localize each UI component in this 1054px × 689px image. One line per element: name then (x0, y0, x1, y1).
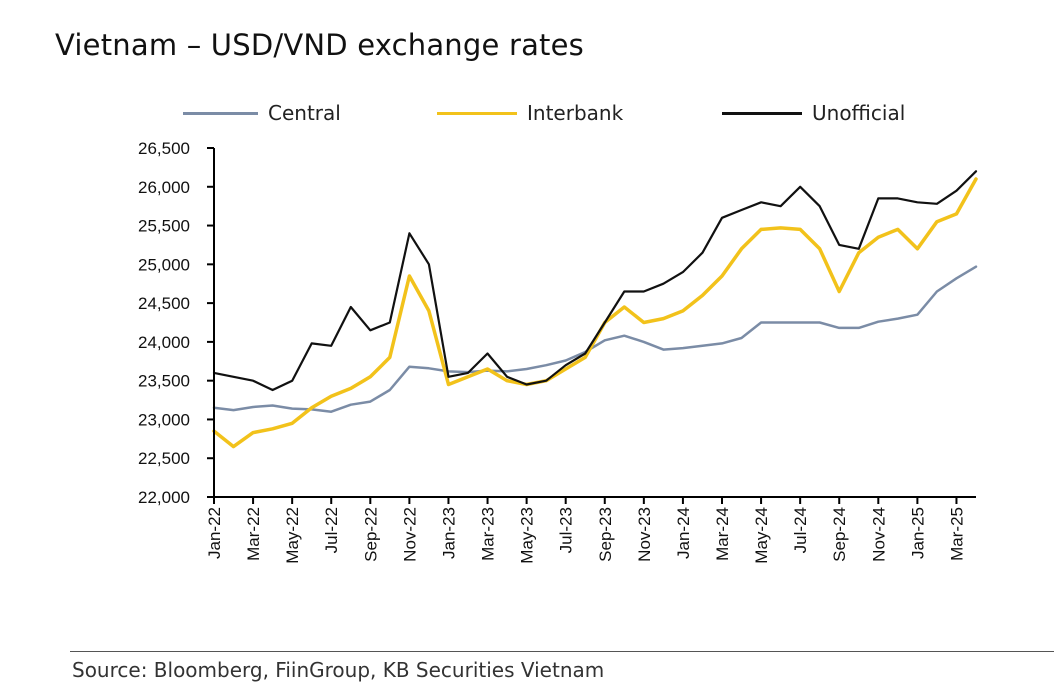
x-tick-label: May-22 (283, 507, 302, 564)
y-tick-label: 24,500 (138, 294, 190, 313)
x-tick-label: Mar-23 (479, 507, 498, 561)
legend-label-interbank: Interbank (527, 101, 624, 125)
source-note: Source: Bloomberg, FiinGroup, KB Securit… (72, 658, 605, 682)
x-tick-label: Jul-24 (791, 507, 810, 553)
x-tick-label: Jan-22 (205, 507, 224, 559)
x-tick-label: May-24 (752, 507, 771, 564)
legend-swatch-unofficial (722, 111, 802, 115)
axes-layer: 22,000 22,500 23,000 23,500 24,000 24,500 25,0… (138, 139, 976, 564)
y-tick-label: 25,500 (138, 217, 190, 236)
x-tick-label: Mar-24 (713, 507, 732, 561)
series-line-central (212, 265, 978, 413)
series-line-interbank (212, 177, 978, 449)
x-tick-label: Nov-23 (635, 507, 654, 562)
legend-swatch-interbank (437, 111, 517, 115)
x-tick-label: Sep-23 (596, 507, 615, 562)
legend-swatch-central (183, 111, 258, 115)
x-tick-label: Jul-23 (557, 507, 576, 553)
legend-label-central: Central (268, 101, 341, 125)
x-tick-label: Jan-25 (908, 507, 927, 559)
x-tick-label: Mar-22 (244, 507, 263, 561)
x-tick-label: Sep-22 (361, 507, 380, 562)
y-tick-label: 23,500 (138, 372, 190, 391)
y-tick-label: 25,000 (138, 255, 190, 274)
legend-item-interbank: Interbank (437, 101, 623, 125)
y-tick-label: 22,500 (138, 449, 190, 468)
series-line-unofficial (212, 170, 978, 392)
x-tick-label: Mar-25 (947, 507, 966, 561)
legend-item-central: Central (183, 101, 341, 125)
chart-title: Vietnam – USD/VND exchange rates (55, 28, 584, 62)
line-chart: 22,000 22,500 23,000 23,500 24,000 24,500 25,0… (138, 139, 978, 564)
x-tick-label: Sep-24 (830, 507, 849, 562)
x-tick-label: May-23 (518, 507, 537, 564)
x-tick-label: Nov-22 (400, 507, 419, 562)
x-tick-label: Jan-23 (439, 507, 458, 559)
y-tick-label: 26,000 (138, 178, 190, 197)
y-tick-label: 24,000 (138, 333, 190, 352)
x-tick-label: Jan-24 (674, 507, 693, 559)
y-tick-label: 22,000 (138, 488, 190, 507)
legend-item-unofficial: Unofficial (722, 101, 905, 125)
source-divider (70, 651, 1054, 652)
series-layer (212, 170, 978, 449)
legend-label-unofficial: Unofficial (812, 101, 906, 125)
y-tick-label: 26,500 (138, 139, 190, 158)
x-tick-label: Nov-24 (869, 507, 888, 562)
x-tick-label: Jul-22 (322, 507, 341, 553)
y-tick-label: 23,000 (138, 410, 190, 429)
